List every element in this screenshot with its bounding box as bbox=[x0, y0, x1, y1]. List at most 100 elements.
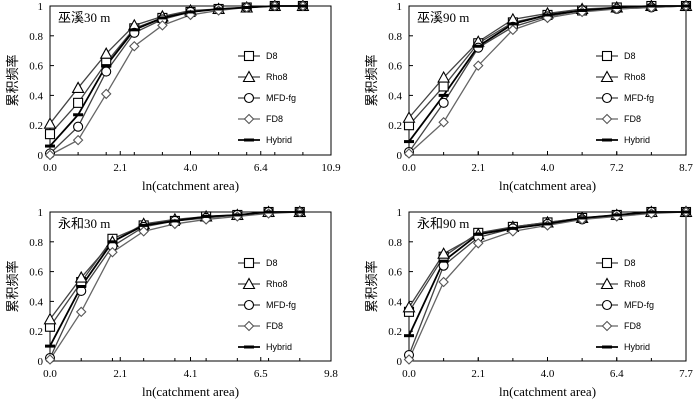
y-tick-label: 0.4 bbox=[29, 296, 43, 308]
x-tick-label: 7.2 bbox=[610, 162, 624, 174]
data-point-rho8 bbox=[437, 70, 451, 83]
x-tick-label: 2.1 bbox=[471, 368, 485, 380]
x-tick-label: 6.5 bbox=[254, 368, 268, 380]
y-axis-title: 累积频率 bbox=[364, 260, 379, 312]
legend-label: Rho8 bbox=[266, 279, 288, 289]
y-tick-label: 0.6 bbox=[29, 61, 43, 73]
x-tick-label: 2.1 bbox=[113, 368, 127, 380]
y-tick-label: 1 bbox=[397, 1, 403, 13]
y-tick-label: 1 bbox=[38, 1, 44, 13]
y-tick-label: 0.4 bbox=[388, 296, 402, 308]
series-line-hybrid bbox=[49, 5, 303, 147]
series-line-fd8 bbox=[49, 211, 300, 360]
x-axis-title: ln(catchment area) bbox=[499, 384, 596, 399]
x-tick-label: 4.1 bbox=[184, 368, 198, 380]
legend-label: MFD-fg bbox=[266, 93, 296, 103]
legend-marker bbox=[242, 70, 256, 83]
legend-label: MFD-fg bbox=[266, 300, 296, 310]
data-point-fd8 bbox=[44, 149, 56, 161]
data-point-fd8 bbox=[107, 246, 118, 258]
panel-wuxi-30m: 0 0.2 0.4 0.6 0.8 1 0.0 2.1 4.0 6.4 10.9 ln(catchme… bbox=[5, 0, 341, 193]
legend-label: MFD-fg bbox=[624, 300, 654, 310]
legend-marker bbox=[601, 299, 613, 311]
y-axis-title: 累积频率 bbox=[5, 54, 20, 106]
plot-frame bbox=[49, 211, 332, 362]
y-tick-label: 0.6 bbox=[388, 61, 402, 73]
x-tick-label: 2.1 bbox=[471, 162, 485, 174]
series-line-fd8 bbox=[49, 5, 303, 156]
legend-marker bbox=[600, 70, 614, 83]
x-tick-label: 6.4 bbox=[610, 368, 624, 380]
y-tick-label: 0.8 bbox=[29, 237, 43, 249]
data-point-fd8 bbox=[44, 354, 56, 365]
y-tick-label: 0.2 bbox=[388, 326, 402, 338]
panel-title: 永和30 m bbox=[58, 216, 110, 231]
y-tick-label: 0.4 bbox=[388, 90, 402, 102]
legend-label: FD8 bbox=[624, 321, 641, 331]
legend-label: Hybrid bbox=[624, 342, 650, 352]
data-point-fd8 bbox=[75, 306, 87, 318]
data-point-rho8 bbox=[43, 117, 57, 129]
x-tick-label: 4.0 bbox=[184, 162, 198, 174]
legend-label: Hybrid bbox=[624, 135, 650, 145]
y-tick-label: 0 bbox=[38, 356, 44, 368]
x-tick-label: 6.4 bbox=[254, 162, 268, 174]
data-point-d8 bbox=[44, 129, 56, 140]
y-tick-label: 1 bbox=[38, 207, 44, 219]
data-point-rho8 bbox=[402, 300, 416, 313]
data-point-fd8 bbox=[403, 148, 415, 159]
data-point-fd8 bbox=[129, 40, 140, 52]
series-line-mfd-fg bbox=[49, 5, 303, 154]
legend-marker bbox=[243, 320, 255, 332]
x-tick-label: 0.0 bbox=[402, 368, 416, 380]
panel-title: 永和90 m bbox=[417, 216, 469, 231]
y-tick-label: 0.2 bbox=[29, 326, 43, 338]
legend-label: Rho8 bbox=[624, 72, 646, 82]
data-point-mfd-fg bbox=[438, 97, 449, 108]
data-point-d8 bbox=[438, 81, 449, 92]
legend-marker bbox=[601, 320, 613, 332]
legend-label: FD8 bbox=[266, 321, 283, 331]
legend-label: Rho8 bbox=[624, 279, 646, 289]
panel-title: 巫溪90 m bbox=[417, 10, 469, 25]
data-point-fd8 bbox=[72, 134, 84, 146]
x-tick-label: 10.9 bbox=[321, 162, 341, 174]
data-point-rho8 bbox=[43, 312, 57, 325]
x-axis-title: ln(catchment area) bbox=[142, 384, 239, 399]
panel-yonghe-90m: 0 0.2 0.4 0.6 0.8 1 0.0 2.1 4.0 6.4 7.7 ln(catchmen… bbox=[364, 205, 693, 399]
legend-label: D8 bbox=[266, 258, 278, 268]
data-point-rho8 bbox=[99, 47, 113, 59]
legend-marker bbox=[601, 50, 613, 62]
data-point-fd8 bbox=[438, 116, 449, 128]
data-point-mfd-fg bbox=[101, 66, 112, 77]
data-point-fd8 bbox=[507, 24, 519, 36]
y-tick-label: 0.6 bbox=[29, 267, 43, 279]
legend-label: D8 bbox=[624, 258, 636, 268]
y-tick-label: 0.8 bbox=[388, 31, 402, 43]
data-point-rho8 bbox=[437, 247, 451, 259]
y-tick-label: 0 bbox=[397, 150, 403, 162]
panel-title: 巫溪30 m bbox=[58, 10, 110, 25]
y-axis-title: 累积频率 bbox=[364, 54, 379, 106]
y-tick-label: 0.6 bbox=[388, 267, 402, 279]
x-axis-title: ln(catchment area) bbox=[499, 178, 596, 193]
data-point-fd8 bbox=[438, 276, 449, 288]
plot-frame bbox=[49, 5, 332, 156]
x-tick-label: 0.0 bbox=[402, 162, 416, 174]
y-tick-label: 0 bbox=[397, 356, 403, 368]
legend-label: Rho8 bbox=[266, 72, 288, 82]
y-axis-title: 累积频率 bbox=[5, 260, 20, 312]
data-point-rho8 bbox=[402, 111, 416, 123]
legend-label: FD8 bbox=[266, 114, 283, 124]
legend-marker bbox=[243, 50, 255, 62]
data-point-mfd-fg bbox=[73, 121, 84, 132]
legend-label: Hybrid bbox=[266, 342, 292, 352]
legend-marker bbox=[242, 277, 256, 290]
data-point-fd8 bbox=[403, 354, 415, 365]
x-tick-label: 2.1 bbox=[113, 162, 127, 174]
legend-marker bbox=[243, 92, 255, 104]
x-tick-label: 9.8 bbox=[324, 368, 338, 380]
legend-label: MFD-fg bbox=[624, 93, 654, 103]
data-point-fd8 bbox=[138, 226, 149, 237]
